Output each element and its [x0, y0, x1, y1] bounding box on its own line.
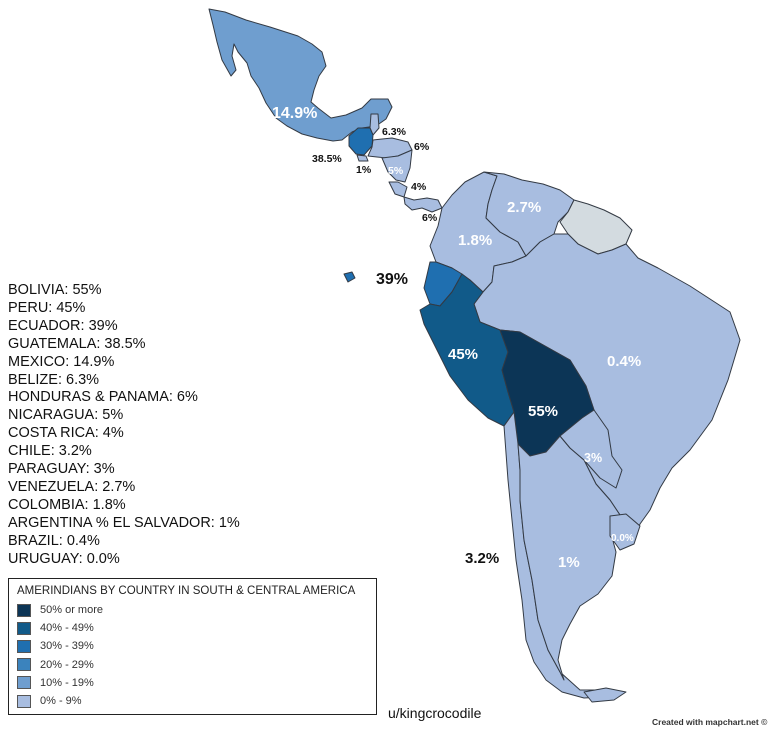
- label-colombia: 1.8%: [458, 232, 492, 249]
- label-guatemala: 38.5%: [312, 153, 342, 165]
- stats-item: GUATEMALA: 38.5%: [8, 335, 146, 352]
- stats-list: BOLIVIA: 55% PERU: 45% ECUADOR: 39% GUATEMA…: [8, 282, 240, 569]
- country-nicaragua: [381, 149, 413, 183]
- legend-title: AMERINDIANS BY COUNTRY IN SOUTH & CENTRA…: [17, 585, 356, 597]
- stats-item: BRAZIL: 0.4%: [8, 532, 100, 549]
- label-chile: 3.2%: [465, 550, 499, 567]
- legend-item: 0% - 9%: [17, 692, 368, 710]
- stats-item: VENEZUELA: 2.7%: [8, 478, 136, 495]
- label-argentina: 1%: [558, 554, 580, 571]
- stats-item: COSTA RICA: 4%: [8, 425, 124, 442]
- stats-item: CHILE: 3.2%: [8, 443, 92, 460]
- label-paraguay: 3%: [584, 451, 602, 465]
- label-ecuador: 39%: [376, 271, 408, 288]
- stats-item: ECUADOR: 39%: [8, 317, 118, 334]
- legend-label: 0% - 9%: [40, 695, 82, 708]
- country-el-salvador: [356, 154, 369, 162]
- stats-item: NICARAGUA: 5%: [8, 407, 124, 424]
- legend-item: 20% - 29%: [17, 656, 368, 674]
- legend-item: 50% or more: [17, 601, 368, 619]
- legend-label: 50% or more: [40, 604, 103, 617]
- legend-swatch: [17, 639, 31, 653]
- legend-swatch: [17, 621, 31, 635]
- legend-rows: 50% or more 40% - 49% 30% - 39% 20% - 29% 10…: [17, 601, 368, 710]
- stats-item: PARAGUAY: 3%: [8, 461, 115, 478]
- country-paraguay: [559, 409, 623, 489]
- credit-maker: Created with mapchart.net ©: [652, 717, 768, 727]
- legend-swatch: [17, 676, 31, 690]
- stats-item: PERU: 45%: [8, 299, 86, 316]
- label-peru: 45%: [448, 346, 478, 363]
- label-venezuela: 2.7%: [507, 199, 541, 216]
- label-panama: 6%: [422, 212, 438, 224]
- label-uruguay: 0.0%: [611, 533, 634, 544]
- stats-item: ARGENTINA % EL SALVADOR: 1%: [8, 514, 240, 531]
- stats-item: BOLIVIA: 55%: [8, 282, 102, 298]
- legend-item: 30% - 39%: [17, 637, 368, 655]
- stats-item: COLOMBIA: 1.8%: [8, 496, 126, 513]
- stats-item: BELIZE: 6.3%: [8, 371, 100, 388]
- label-costa-rica: 4%: [411, 181, 427, 193]
- legend-label: 30% - 39%: [40, 640, 94, 653]
- country-costa-rica: [388, 181, 408, 198]
- country-uruguay: [609, 513, 641, 551]
- legend-label: 10% - 19%: [40, 676, 94, 689]
- legend-swatch: [17, 658, 31, 672]
- legend: AMERINDIANS BY COUNTRY IN SOUTH & CENTRA…: [8, 578, 377, 715]
- legend-label: 40% - 49%: [40, 622, 94, 635]
- legend-item: 40% - 49%: [17, 619, 368, 637]
- legend-swatch: [17, 694, 31, 708]
- label-el-salvador: 1%: [356, 164, 372, 176]
- stats-item: HONDURAS & PANAMA: 6%: [8, 389, 198, 406]
- label-belize: 6.3%: [382, 126, 407, 138]
- stats-item: URUGUAY: 0.0%: [8, 550, 120, 567]
- legend-item: 10% - 19%: [17, 674, 368, 692]
- legend-swatch: [17, 603, 31, 617]
- label-mexico: 14.9%: [272, 105, 317, 122]
- country-belize: [369, 113, 380, 136]
- credit-user: u/kingcrocodile: [388, 705, 482, 721]
- stats-item: MEXICO: 14.9%: [8, 353, 115, 370]
- label-brazil: 0.4%: [607, 353, 641, 370]
- country-galapagos: [343, 271, 356, 283]
- country-panama: [403, 196, 443, 213]
- label-honduras: 6%: [414, 141, 430, 153]
- label-nicaragua: 5%: [388, 165, 404, 177]
- legend-label: 20% - 29%: [40, 658, 94, 671]
- label-bolivia: 55%: [528, 403, 558, 420]
- country-tierra-del-fuego: [583, 687, 627, 703]
